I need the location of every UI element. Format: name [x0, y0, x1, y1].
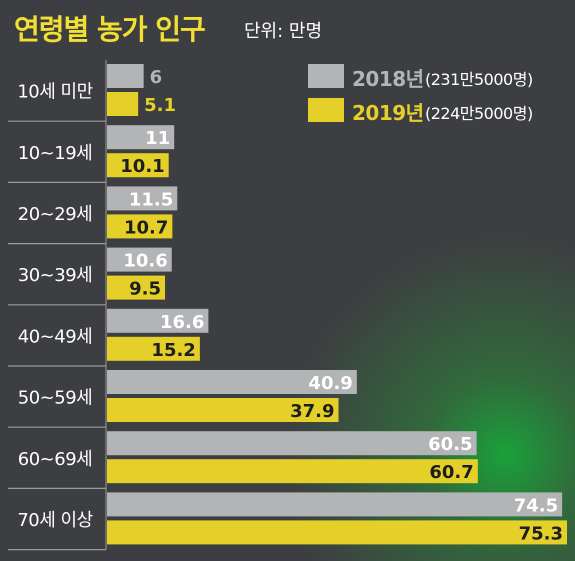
legend-label-2019: 2019년 — [352, 101, 424, 125]
bar-2019 — [107, 459, 478, 484]
category-label: 40~49세 — [18, 326, 92, 347]
value-label-2018: 11.5 — [129, 189, 173, 210]
bar-2018 — [107, 125, 175, 150]
bar-2019 — [107, 153, 169, 178]
bar-2018 — [107, 308, 209, 333]
category-label: 20~29세 — [18, 204, 92, 225]
value-label-2019: 10.1 — [120, 156, 164, 177]
bar-2019 — [107, 214, 173, 239]
bar-2018 — [107, 247, 172, 272]
bar-2018 — [107, 186, 178, 211]
value-label-2019: 37.9 — [290, 401, 334, 422]
bar-2019 — [107, 275, 166, 300]
legend-total-2019: (224만5000명) — [425, 104, 533, 123]
value-label-2018: 11 — [145, 128, 170, 149]
bar-2019 — [107, 520, 567, 545]
value-label-2019: 15.2 — [151, 340, 195, 361]
bar-2018 — [107, 492, 563, 517]
value-label-2018: 74.5 — [514, 495, 558, 516]
bar-2018 — [107, 370, 357, 394]
chart-title: 연령별 농가 인구 — [14, 13, 206, 46]
legend-swatch-2018 — [308, 64, 344, 88]
value-label-2019: 75.3 — [519, 523, 563, 544]
category-label: 10~19세 — [18, 143, 92, 164]
category-label: 50~59세 — [18, 388, 92, 409]
bar-2018 — [107, 431, 477, 456]
value-label-2019: 9.5 — [129, 279, 161, 300]
category-label: 60~69세 — [18, 449, 92, 470]
unit-label: 단위: 만명 — [244, 21, 323, 42]
value-label-2018: 10.6 — [123, 251, 167, 272]
legend-swatch-2019 — [308, 98, 344, 122]
value-label-2019: 60.7 — [429, 462, 473, 483]
category-label: 70세 이상 — [17, 510, 92, 531]
value-label-2018: 16.6 — [160, 312, 204, 333]
value-label-2019: 5.1 — [144, 95, 176, 116]
bar-2019 — [107, 92, 139, 116]
value-label-2018: 6 — [150, 67, 163, 88]
bar-2018 — [107, 64, 144, 88]
legend-total-2018: (231만5000명) — [425, 70, 533, 89]
category-label: 10세 미만 — [17, 82, 92, 103]
value-label-2018: 60.5 — [428, 434, 472, 455]
bar-2019 — [107, 336, 200, 361]
category-label: 30~39세 — [18, 265, 92, 286]
value-label-2019: 10.7 — [124, 217, 168, 238]
value-label-2018: 40.9 — [308, 373, 352, 394]
legend-label-2018: 2018년 — [352, 67, 424, 91]
bar-2019 — [107, 398, 339, 422]
